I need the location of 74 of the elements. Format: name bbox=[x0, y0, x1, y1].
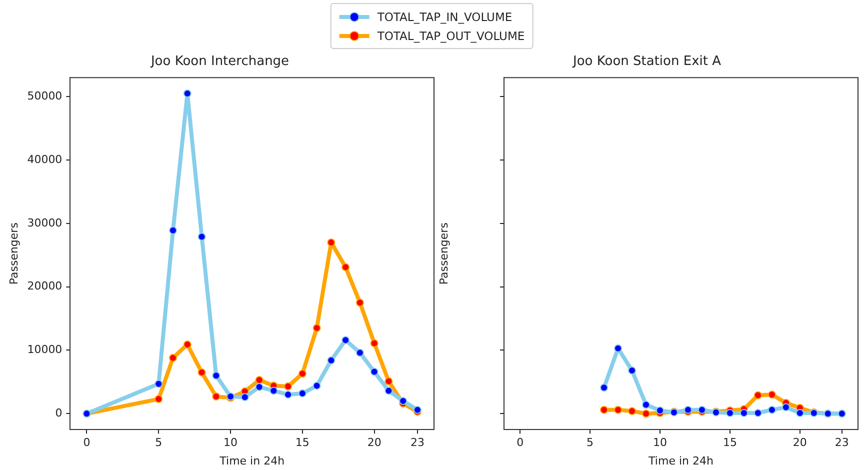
point bbox=[796, 408, 804, 417]
point bbox=[212, 372, 220, 380]
chart-title: Joo Koon Interchange bbox=[150, 54, 290, 70]
point bbox=[356, 298, 364, 307]
point bbox=[298, 370, 306, 378]
x-axis-title: Time in 24h bbox=[648, 454, 714, 468]
chart-title: Joo Koon Station Exit A bbox=[572, 54, 722, 70]
point bbox=[768, 390, 776, 399]
x-tick-label: 0 bbox=[516, 436, 524, 450]
y-tick-label: 20000 bbox=[27, 280, 62, 293]
x-tick-label: 5 bbox=[155, 436, 162, 450]
point bbox=[327, 238, 336, 246]
point bbox=[370, 339, 378, 348]
x-tick-label: 5 bbox=[586, 436, 594, 450]
point bbox=[740, 408, 748, 417]
point bbox=[255, 382, 264, 391]
point bbox=[399, 396, 408, 405]
point bbox=[642, 400, 650, 409]
point bbox=[342, 263, 350, 272]
point bbox=[198, 368, 206, 376]
y-axis-title: Passengers bbox=[437, 222, 450, 285]
x-tick-label: 23 bbox=[834, 436, 849, 450]
point bbox=[754, 391, 762, 400]
point bbox=[183, 89, 192, 98]
point bbox=[356, 348, 364, 357]
y-axis-title: Passengers bbox=[7, 222, 20, 285]
x-tick-label: 15 bbox=[722, 436, 737, 450]
x-tick-label: 15 bbox=[295, 436, 310, 450]
y-tick-label: 30000 bbox=[27, 216, 62, 230]
y-tick-label: 50000 bbox=[27, 89, 62, 102]
point bbox=[212, 392, 220, 401]
point bbox=[370, 368, 378, 376]
point bbox=[600, 406, 608, 414]
point bbox=[240, 393, 249, 402]
point bbox=[284, 390, 292, 399]
x-tick-label: 10 bbox=[224, 436, 238, 450]
x-tick-label: 20 bbox=[792, 436, 807, 450]
point bbox=[183, 340, 192, 349]
y-tick-label: 10000 bbox=[27, 343, 62, 356]
point bbox=[327, 356, 336, 364]
point bbox=[726, 408, 734, 417]
x-tick-label: 23 bbox=[410, 436, 424, 450]
point bbox=[754, 408, 762, 417]
legend-label: TOTAL_TAP_IN_VOLUME bbox=[377, 10, 512, 24]
point bbox=[614, 406, 622, 414]
point bbox=[312, 324, 321, 332]
point bbox=[312, 382, 321, 390]
x-tick-label: 20 bbox=[367, 436, 382, 450]
point bbox=[600, 384, 608, 392]
point bbox=[768, 406, 776, 414]
point bbox=[298, 389, 306, 398]
point bbox=[154, 380, 163, 388]
point bbox=[628, 407, 636, 416]
x-axis-title: Time in 24h bbox=[218, 454, 285, 468]
point bbox=[384, 386, 393, 395]
y-tick-label: 0 bbox=[55, 406, 62, 420]
point bbox=[384, 377, 393, 386]
point bbox=[656, 406, 664, 414]
point bbox=[642, 410, 650, 418]
point bbox=[628, 366, 636, 375]
point bbox=[284, 382, 292, 390]
point bbox=[614, 344, 622, 352]
y-tick-label: 40000 bbox=[27, 152, 62, 166]
point bbox=[270, 386, 278, 395]
point bbox=[782, 403, 790, 412]
point bbox=[169, 226, 178, 234]
point bbox=[255, 376, 264, 384]
point bbox=[169, 354, 178, 362]
x-tick-label: 10 bbox=[653, 436, 668, 450]
point bbox=[342, 336, 350, 344]
legend-label: TOTAL_TAP_OUT_VOLUME bbox=[377, 28, 525, 42]
point bbox=[154, 395, 163, 404]
x-tick-label: 0 bbox=[83, 436, 90, 450]
point bbox=[198, 232, 206, 241]
